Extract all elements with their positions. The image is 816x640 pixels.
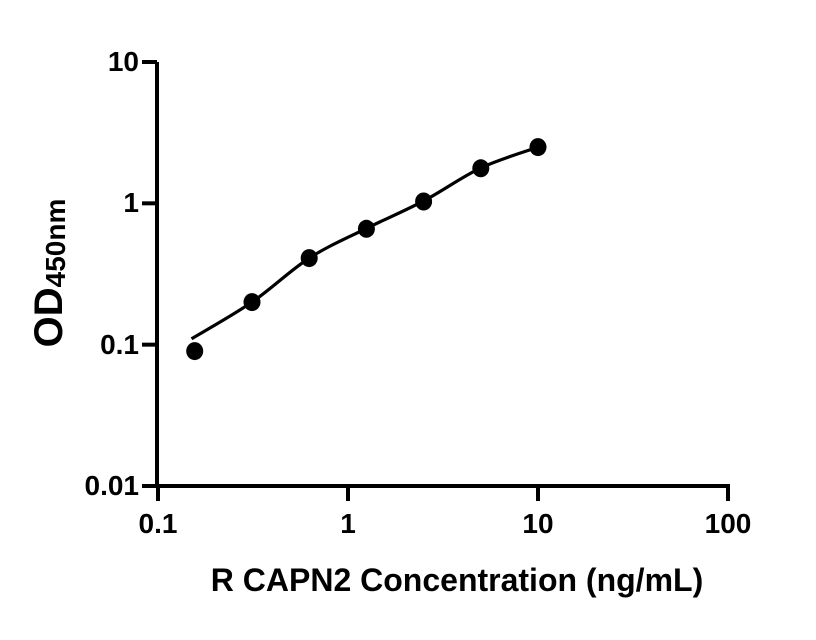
data-point [472, 159, 490, 178]
tick-layer [142, 60, 730, 501]
series-layer [186, 138, 547, 361]
y-axis-title-main: OD [26, 287, 71, 348]
y-tick-label: 0.01 [84, 470, 140, 501]
x-tick-label: 10 [522, 508, 554, 539]
data-point [357, 219, 375, 238]
x-axis-title: R CAPN2 Concentration (ng/mL) [210, 562, 704, 598]
fit-curve [190, 145, 539, 341]
data-point [300, 249, 318, 268]
y-tick-label: 0.1 [100, 328, 139, 360]
data-point [415, 192, 433, 211]
data-point [186, 342, 204, 361]
data-point [529, 138, 547, 157]
y-axis-title: OD 450nm [17, 163, 81, 383]
data-point [243, 293, 261, 312]
y-tick-label: 10 [107, 46, 139, 77]
x-tick-label: 100 [704, 508, 752, 539]
x-tick-label: 0.1 [138, 508, 178, 539]
y-axis-title-subscript: 450nm [40, 198, 71, 288]
x-tick-label: 1 [340, 508, 356, 539]
y-tick-label: 1 [123, 187, 139, 219]
